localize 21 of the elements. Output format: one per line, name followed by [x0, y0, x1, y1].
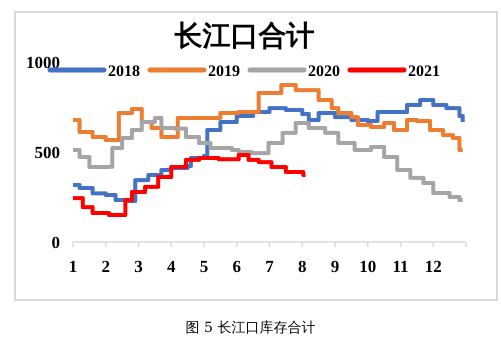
x-tick-label: 10 — [359, 257, 376, 276]
x-tick-label: 8 — [298, 257, 306, 276]
y-tick-label: 0 — [52, 233, 60, 252]
x-tick-label: 9 — [330, 257, 340, 276]
caption: 图 5 长江口库存合计 — [186, 320, 316, 336]
chart-title: 长江口合计 — [174, 19, 314, 52]
legend-label: 2018 — [108, 63, 140, 80]
legend-label: 2019 — [208, 63, 240, 80]
y-tick-label: 1000 — [26, 53, 60, 72]
x-tick-label: 7 — [265, 257, 274, 276]
x-tick-label: 6 — [232, 257, 241, 276]
x-tick-label: 1 — [68, 257, 78, 276]
x-tick-label: 3 — [134, 257, 143, 276]
x-tick-label: 4 — [167, 257, 176, 276]
legend-label: 2021 — [408, 63, 440, 80]
x-tick-label: 11 — [392, 257, 409, 276]
legend-label: 2020 — [308, 63, 340, 80]
y-tick-label: 500 — [34, 143, 60, 162]
x-tick-label: 5 — [200, 257, 208, 276]
x-tick-label: 12 — [424, 257, 442, 276]
x-tick-label: 2 — [102, 257, 110, 276]
